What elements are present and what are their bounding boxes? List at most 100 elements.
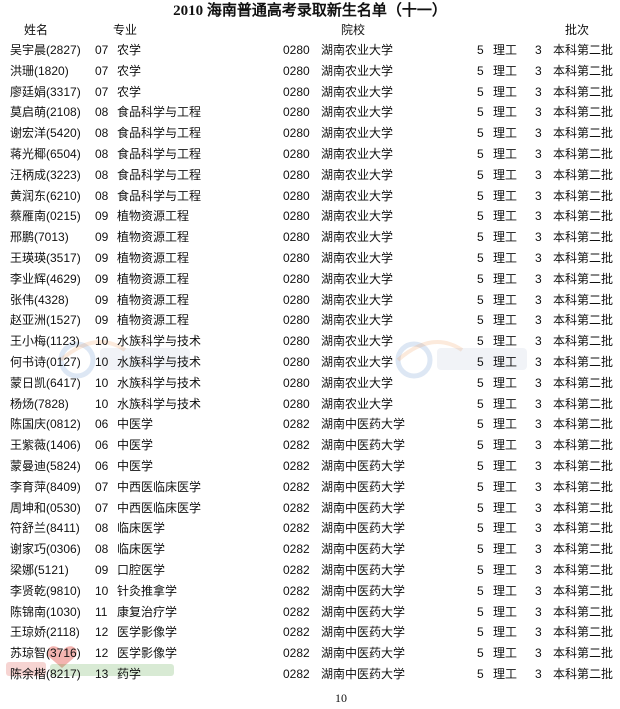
- cell-major: 植物资源工程: [117, 313, 190, 328]
- cell-lvl: 3: [535, 542, 542, 557]
- cell-school: 湖南中医药大学: [321, 438, 406, 453]
- cell-scode: 0282: [283, 563, 310, 577]
- table-row: 符舒兰(8411) 08 临床医学 0282 湖南中医药大学 5 理工 3 本科第二批: [0, 518, 620, 538]
- cell-scode: 0280: [283, 334, 310, 349]
- cell-type: 理工: [493, 126, 518, 141]
- cell-name: 王琼娇(2118): [10, 625, 80, 640]
- cell-school: 湖南农业大学: [321, 167, 394, 182]
- cell-name: 莫启萌(2108): [10, 105, 81, 120]
- cell-code: 08: [95, 521, 109, 536]
- cell-major: 农学: [117, 43, 142, 57]
- table-row: 李业辉(4629) 09 植物资源工程 0280 湖南农业大学 5 理工 3 本科第二批: [0, 269, 620, 289]
- cell-code: 13: [95, 667, 109, 681]
- cell-lvl: 3: [535, 459, 542, 473]
- cell-code: 08: [95, 167, 109, 182]
- cell-lvl: 3: [535, 63, 542, 78]
- table-row: 苏琼智(3716) 12 医学影像学 0282 湖南中医药大学 5 理工 3 本科第二批: [0, 643, 620, 663]
- cell-type: 理工: [493, 43, 518, 57]
- cell-major: 中西医临床医学: [117, 500, 202, 515]
- cell-lvl: 3: [535, 147, 542, 161]
- cell-lvl: 3: [535, 271, 542, 286]
- table-row: 王琼娇(2118) 12 医学影像学 0282 湖南中医药大学 5 理工 3 本科第二批: [0, 622, 620, 642]
- cell-len: 5: [477, 583, 484, 598]
- cell-len: 5: [477, 271, 484, 286]
- page-title: 2010 海南普通高考录取新生名单（十一）: [173, 3, 447, 19]
- cell-batch: 本科第二批: [553, 147, 614, 161]
- cell-type: 理工: [493, 417, 518, 432]
- cell-school: 湖南农业大学: [321, 43, 394, 57]
- cell-school: 湖南农业大学: [321, 188, 394, 203]
- table-row: 赵亚洲(1527) 09 植物资源工程 0280 湖南农业大学 5 理工 3 本科第二批: [0, 310, 620, 330]
- cell-major: 康复治疗学: [117, 604, 178, 619]
- cell-name: 蒋光椰(6504): [10, 147, 81, 161]
- table-row: 杨炀(7828) 10 水族科学与技术 0280 湖南农业大学 5 理工 3 本科第二批: [0, 394, 620, 414]
- cell-len: 5: [477, 604, 484, 619]
- cell-scode: 0280: [283, 251, 310, 265]
- cell-major: 药学: [117, 667, 142, 681]
- cell-type: 理工: [493, 355, 518, 369]
- cell-school: 湖南中医药大学: [321, 521, 406, 536]
- cell-school: 湖南农业大学: [321, 334, 394, 349]
- cell-batch: 本科第二批: [553, 646, 614, 661]
- cell-code: 10: [95, 334, 109, 349]
- cell-major: 中医学: [117, 459, 154, 473]
- cell-name: 谢家巧(0306): [10, 542, 81, 557]
- cell-batch: 本科第二批: [553, 563, 614, 577]
- cell-major: 植物资源工程: [117, 209, 190, 224]
- cell-name: 李育萍(8409): [10, 479, 81, 494]
- cell-code: 12: [95, 625, 109, 640]
- table-row: 汪柄成(3223) 08 食品科学与工程 0280 湖南农业大学 5 理工 3 本科第二批: [0, 165, 620, 185]
- table-row: 周坤和(0530) 07 中西医临床医学 0282 湖南中医药大学 5 理工 3 本科第二批: [0, 498, 620, 518]
- cell-school: 湖南中医药大学: [321, 646, 406, 661]
- cell-lvl: 3: [535, 126, 542, 141]
- table-row: 蒋光椰(6504) 08 食品科学与工程 0280 湖南农业大学 5 理工 3 本科第二批: [0, 144, 620, 164]
- cell-code: 08: [95, 188, 109, 203]
- cell-school: 湖南农业大学: [321, 375, 394, 390]
- cell-school: 湖南农业大学: [321, 313, 394, 328]
- cell-code: 09: [95, 563, 109, 577]
- cell-type: 理工: [493, 500, 518, 515]
- cell-type: 理工: [493, 459, 518, 473]
- cell-type: 理工: [493, 84, 518, 99]
- cell-len: 5: [477, 479, 484, 494]
- cell-type: 理工: [493, 521, 518, 536]
- cell-code: 09: [95, 251, 109, 265]
- cell-scode: 0282: [283, 646, 310, 661]
- table-row: 张伟(4328) 09 植物资源工程 0280 湖南农业大学 5 理工 3 本科第二批: [0, 290, 620, 310]
- cell-code: 08: [95, 105, 109, 120]
- header-batch: 批次: [565, 23, 590, 37]
- cell-major: 食品科学与工程: [117, 188, 202, 203]
- cell-major: 医学影像学: [117, 625, 178, 640]
- cell-batch: 本科第二批: [553, 417, 614, 432]
- cell-batch: 本科第二批: [553, 438, 614, 453]
- cell-batch: 本科第二批: [553, 84, 614, 99]
- cell-lvl: 3: [535, 292, 542, 307]
- cell-school: 湖南中医药大学: [321, 563, 406, 577]
- cell-scode: 0280: [283, 84, 310, 99]
- cell-school: 湖南中医药大学: [321, 542, 406, 557]
- cell-school: 湖南农业大学: [321, 396, 394, 411]
- cell-len: 5: [477, 334, 484, 349]
- cell-batch: 本科第二批: [553, 230, 614, 245]
- cell-scode: 0280: [283, 188, 310, 203]
- cell-name: 李贤乾(9810): [10, 583, 81, 598]
- cell-school: 湖南中医药大学: [321, 583, 406, 598]
- table-row: 吴宇晨(2827) 07 农学 0280 湖南农业大学 5 理工 3 本科第二批: [0, 40, 620, 60]
- cell-type: 理工: [493, 230, 518, 245]
- cell-code: 06: [95, 459, 109, 473]
- cell-scode: 0282: [283, 625, 310, 640]
- cell-name: 黄润东(6210): [10, 188, 81, 203]
- cell-lvl: 3: [535, 230, 542, 245]
- cell-len: 5: [477, 230, 484, 245]
- cell-len: 5: [477, 459, 484, 473]
- cell-len: 5: [477, 167, 484, 182]
- cell-school: 湖南农业大学: [321, 251, 394, 265]
- cell-name: 陈国庆(0812): [10, 417, 81, 432]
- cell-scode: 0282: [283, 583, 310, 598]
- cell-batch: 本科第二批: [553, 167, 614, 182]
- cell-scode: 0280: [283, 355, 310, 369]
- cell-lvl: 3: [535, 583, 542, 598]
- cell-code: 07: [95, 63, 109, 78]
- cell-type: 理工: [493, 105, 518, 120]
- cell-lvl: 3: [535, 396, 542, 411]
